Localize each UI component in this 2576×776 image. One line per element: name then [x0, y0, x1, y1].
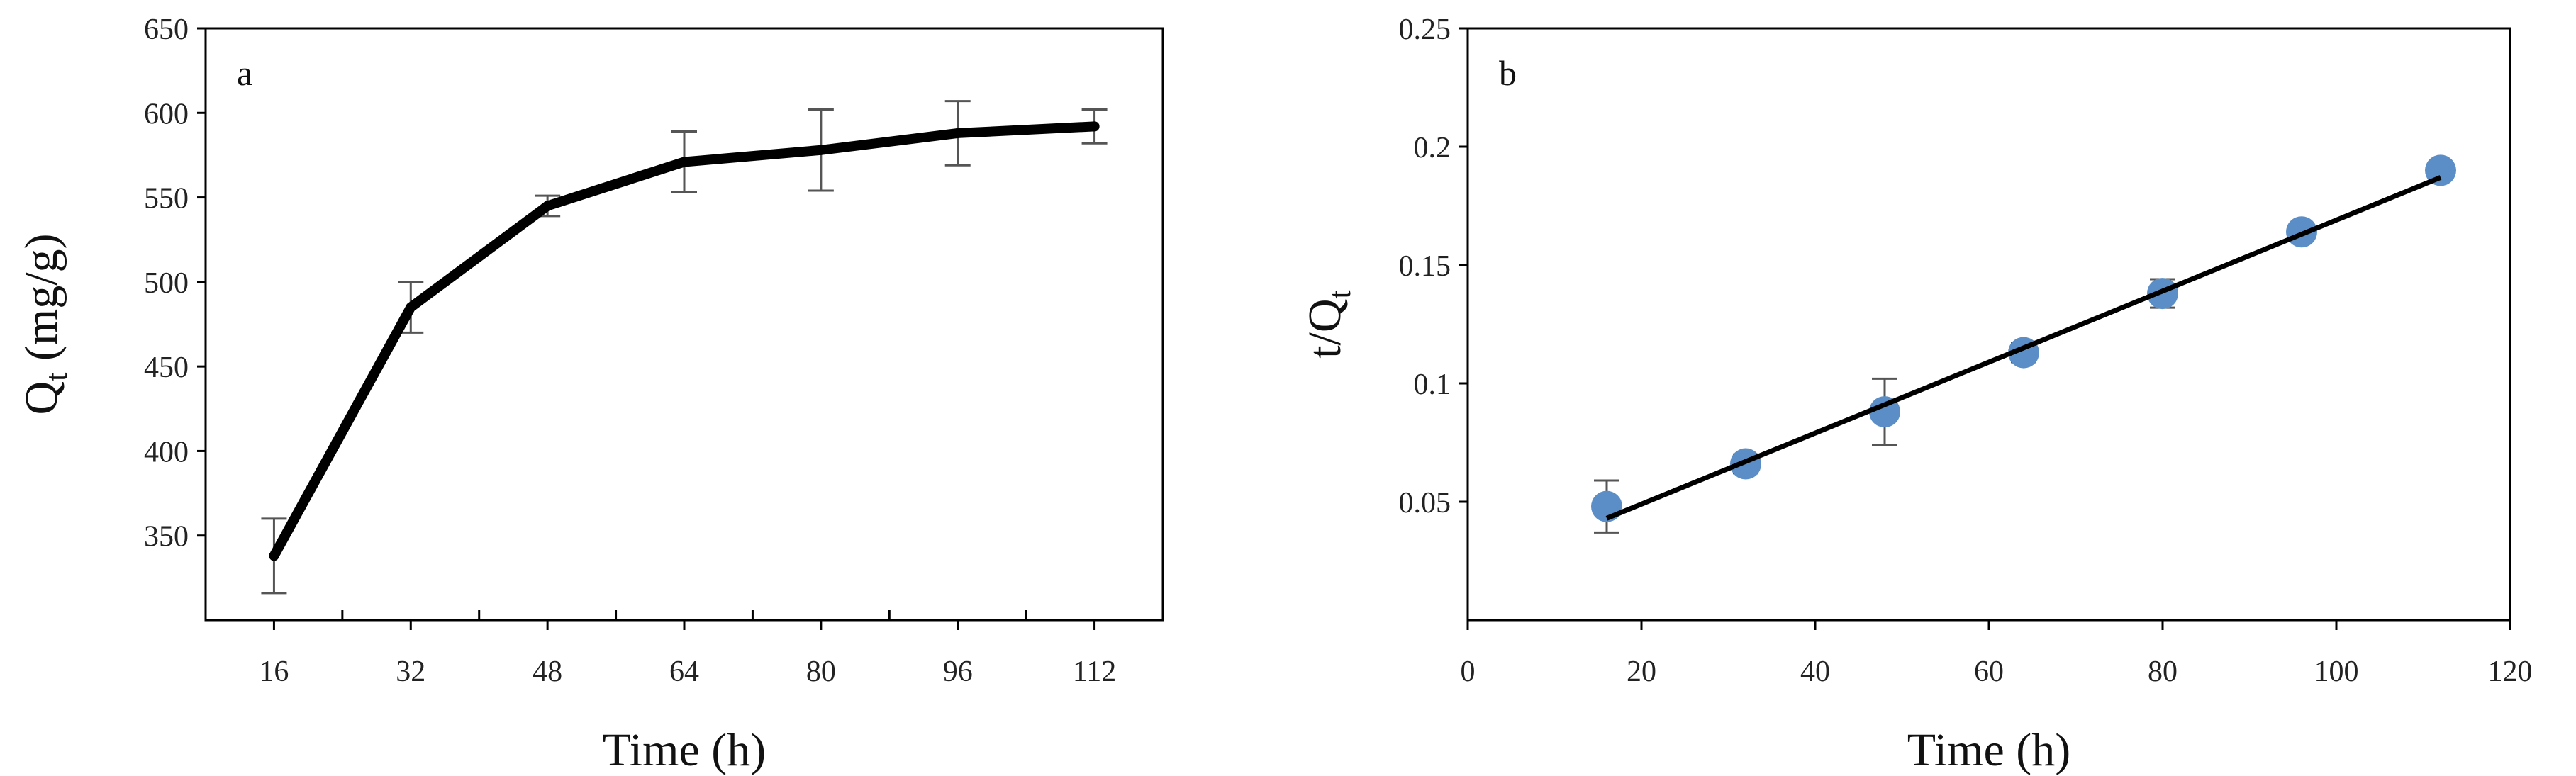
- x-tick-label: 64: [669, 656, 699, 688]
- plot-frame: [204, 27, 1164, 622]
- x-tick-label: 48: [533, 656, 562, 688]
- data-point: [952, 128, 963, 138]
- y-axis-title-main: t/Q: [1299, 298, 1351, 358]
- y-tick-label: 0.25: [1399, 13, 1451, 46]
- x-axis-title: Time (h): [1907, 724, 2070, 776]
- x-tick-label: 32: [396, 656, 425, 688]
- data-point: [406, 302, 416, 313]
- y-tick-label: 450: [144, 352, 189, 384]
- y-axis-title: t/Qt: [1299, 290, 1357, 359]
- x-tick-label: 80: [806, 656, 836, 688]
- trend-line: [1605, 175, 2442, 521]
- x-tick-label: 60: [1974, 656, 2004, 688]
- x-tick-label: 40: [1800, 656, 1830, 688]
- x-tick-label: 80: [2148, 656, 2178, 688]
- y-axis-title: Qt (mg/g): [16, 233, 74, 415]
- panel-b-t-over-qt-vs-time: 0.05 0.1 0.15 0.2 0.25 0 20 40 60 80 100 120 Time (h…: [1299, 13, 2533, 776]
- y-tick-label: 350: [144, 521, 189, 553]
- y-tick-label: 400: [144, 436, 189, 468]
- y-tick-label: 550: [144, 183, 189, 215]
- x-tick-label: 100: [2314, 656, 2359, 688]
- x-tick-label: 20: [1627, 656, 1656, 688]
- plot-frame: [1466, 27, 2511, 622]
- y-tick-label: 0.15: [1399, 250, 1451, 283]
- panel-label: a: [237, 53, 252, 93]
- y-tick-label: 0.1: [1414, 369, 1451, 401]
- x-tick-label: 120: [2488, 656, 2533, 688]
- y-tick-label: 0.2: [1414, 132, 1451, 164]
- y-tick-label: 0.05: [1399, 487, 1451, 519]
- y-axis-title-subscript: t: [1322, 290, 1357, 298]
- y-axis-title-subscript: t: [39, 373, 74, 381]
- x-tick-label: 112: [1073, 656, 1116, 688]
- panel-a-qt-vs-time: 350 400 450 500 550 600 650 16 32 48 64 80 96 112 Time…: [16, 13, 1164, 776]
- panel-label: b: [1499, 53, 1517, 93]
- data-point: [1089, 121, 1100, 132]
- data-point: [815, 145, 826, 155]
- y-axis-title-unit: (mg/g): [16, 233, 67, 372]
- y-tick-label: 500: [144, 267, 189, 300]
- y-tick-label: 650: [144, 13, 189, 46]
- x-tick-label: 0: [1461, 656, 1476, 688]
- x-tick-label: 96: [943, 656, 973, 688]
- data-point: [679, 157, 689, 167]
- y-axis-title-main: Q: [16, 381, 67, 415]
- x-tick-label: 16: [259, 656, 289, 688]
- data-point: [269, 551, 279, 561]
- y-tick-label: 600: [144, 98, 189, 130]
- x-axis-title: Time (h): [603, 724, 766, 776]
- data-point: [542, 201, 553, 211]
